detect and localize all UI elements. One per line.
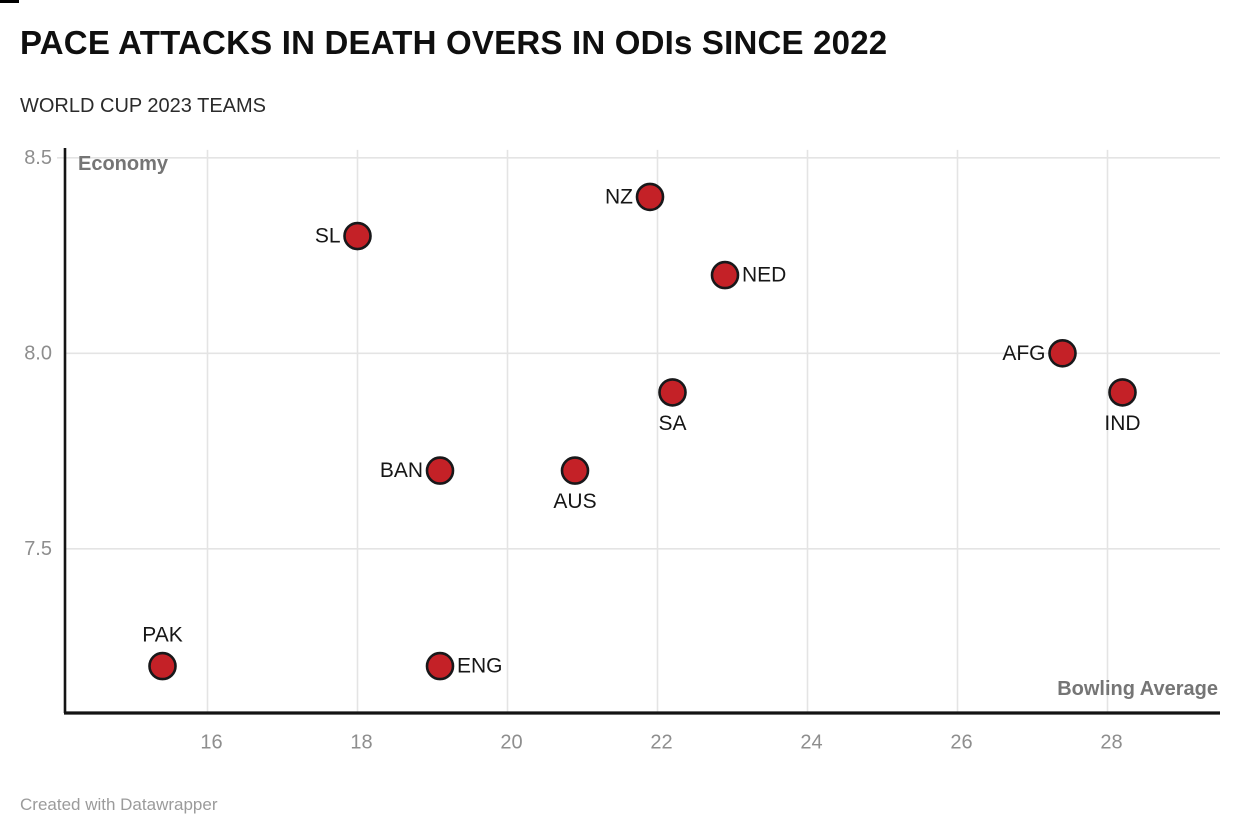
data-point-NZ [635,182,665,212]
point-label-BAN: BAN [380,459,423,482]
point-label-ENG: ENG [457,655,503,678]
data-point-BAN [425,456,455,485]
point-label-AFG: AFG [1002,342,1045,365]
chart-title: PACE ATTACKS IN DEATH OVERS IN ODIs SINC… [20,24,888,61]
y-tick-label: 8.0 [24,342,52,364]
chart-subtitle: WORLD CUP 2023 TEAMS [20,95,267,117]
x-tick-label: 16 [200,732,222,754]
point-label-SA: SA [658,412,686,435]
y-tick-label: 7.5 [24,538,52,560]
data-point-PAK [148,651,177,681]
x-tick-label: 20 [500,732,522,754]
point-label-NED: NED [742,264,786,287]
point-label-NZ: NZ [605,185,633,208]
data-point-IND [1108,378,1137,407]
x-tick-label: 24 [800,732,822,754]
point-label-SL: SL [315,225,341,248]
y-tick-label: 8.5 [24,147,52,169]
point-label-IND: IND [1104,412,1140,435]
point-label-PAK: PAK [142,624,182,647]
x-tick-label: 22 [650,732,672,754]
data-point-AFG [1048,339,1077,368]
y-axis-title: Economy [78,153,169,175]
credit-line: Created with Datawrapper [20,795,218,814]
x-tick-label: 26 [950,732,972,754]
data-point-ENG [425,651,455,681]
data-point-SL [343,221,372,251]
x-tick-label: 18 [350,732,372,754]
scatter-plot: 16 18 20 22 24 26 28 7.5 8.0 8.5 Economy Bowling Av… [24,147,1220,754]
x-axis-title: Bowling Average [1057,678,1218,700]
x-tick-label: 28 [1100,732,1122,754]
point-label-AUS: AUS [553,490,596,513]
data-point-AUS [560,456,590,485]
data-point-SA [658,378,687,407]
top-left-artifact [0,0,19,3]
data-point-NED [710,260,740,290]
